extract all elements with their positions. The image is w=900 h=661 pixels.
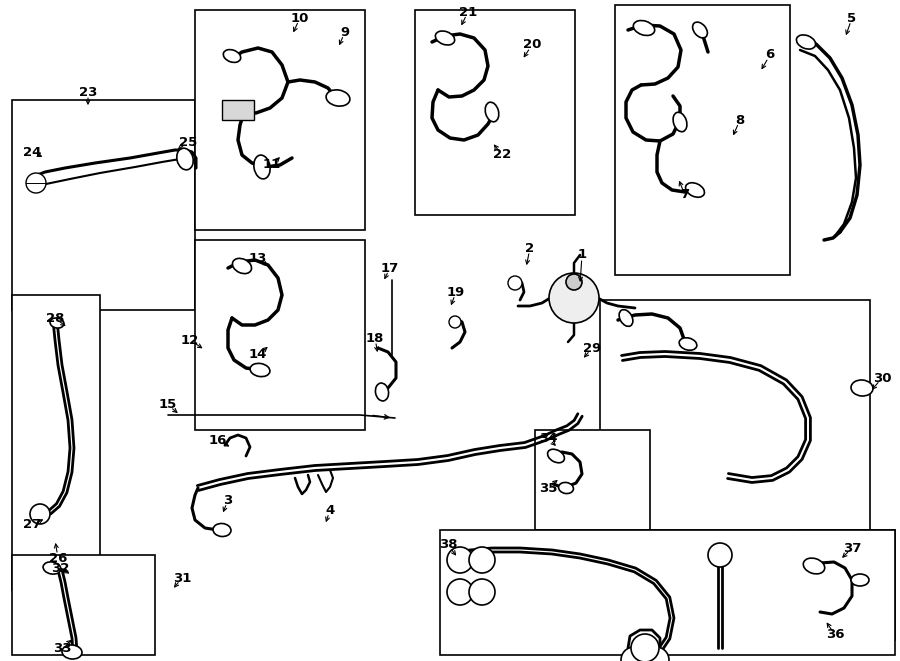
Text: 29: 29: [583, 342, 601, 354]
Bar: [12, 295, 100, 590]
Text: 19: 19: [447, 286, 465, 299]
Ellipse shape: [254, 155, 270, 179]
Ellipse shape: [375, 383, 389, 401]
Ellipse shape: [559, 483, 573, 494]
Text: 8: 8: [735, 114, 744, 126]
Ellipse shape: [213, 524, 231, 537]
Text: 13: 13: [248, 251, 267, 264]
Ellipse shape: [485, 102, 499, 122]
Circle shape: [447, 547, 473, 573]
Text: 6: 6: [765, 48, 775, 61]
Circle shape: [469, 579, 495, 605]
Bar: [195, 240, 365, 430]
Text: 31: 31: [173, 572, 191, 584]
Text: 5: 5: [848, 11, 857, 24]
Text: 36: 36: [826, 629, 844, 641]
Bar: [195, 10, 365, 230]
Text: 35: 35: [539, 481, 557, 494]
Ellipse shape: [680, 338, 697, 350]
Bar: [440, 530, 895, 655]
Text: 25: 25: [179, 136, 197, 149]
Text: 2: 2: [526, 241, 535, 254]
Text: 3: 3: [223, 494, 232, 506]
Circle shape: [566, 274, 582, 290]
Ellipse shape: [804, 558, 824, 574]
Ellipse shape: [232, 258, 251, 274]
Bar: [615, 5, 790, 275]
Text: 4: 4: [326, 504, 335, 516]
Circle shape: [449, 316, 461, 328]
Text: 10: 10: [291, 11, 310, 24]
Circle shape: [631, 634, 659, 661]
Circle shape: [508, 276, 522, 290]
Ellipse shape: [250, 364, 270, 377]
Bar: [535, 430, 650, 530]
Text: 16: 16: [209, 434, 227, 446]
Ellipse shape: [326, 90, 350, 106]
Circle shape: [643, 647, 669, 661]
Text: 23: 23: [79, 85, 97, 98]
Text: 24: 24: [22, 145, 41, 159]
Ellipse shape: [634, 20, 654, 36]
Ellipse shape: [693, 22, 707, 38]
Circle shape: [621, 647, 647, 661]
Text: 17: 17: [381, 262, 399, 274]
Ellipse shape: [851, 380, 873, 396]
Text: 12: 12: [181, 334, 199, 346]
Ellipse shape: [619, 309, 633, 327]
Bar: [12, 100, 195, 310]
Text: 33: 33: [53, 641, 71, 654]
Text: 14: 14: [248, 348, 267, 362]
Bar: [798, 530, 895, 640]
Circle shape: [447, 579, 473, 605]
Text: 28: 28: [46, 311, 64, 325]
Bar: [600, 300, 870, 530]
Text: 26: 26: [49, 551, 68, 564]
Ellipse shape: [436, 31, 454, 45]
Ellipse shape: [686, 182, 705, 197]
Text: 27: 27: [22, 518, 41, 531]
Text: 9: 9: [340, 26, 349, 38]
Text: 1: 1: [578, 249, 587, 262]
Circle shape: [549, 273, 599, 323]
Text: 21: 21: [459, 5, 477, 19]
Bar: [222, 100, 254, 120]
Ellipse shape: [547, 449, 564, 463]
Circle shape: [30, 504, 50, 524]
Ellipse shape: [50, 318, 64, 328]
Text: 18: 18: [365, 332, 384, 344]
Ellipse shape: [223, 50, 240, 62]
Text: 30: 30: [873, 371, 891, 385]
Text: 22: 22: [493, 149, 511, 161]
Text: 34: 34: [539, 432, 557, 444]
Text: 20: 20: [523, 38, 541, 52]
Ellipse shape: [851, 574, 869, 586]
Text: 38: 38: [439, 539, 457, 551]
Circle shape: [26, 173, 46, 193]
Ellipse shape: [673, 112, 687, 132]
Bar: [12, 555, 155, 655]
Text: 37: 37: [842, 541, 861, 555]
Ellipse shape: [62, 645, 82, 659]
Circle shape: [708, 543, 732, 567]
Text: 11: 11: [263, 159, 281, 171]
Ellipse shape: [796, 35, 815, 49]
Text: 32: 32: [50, 561, 69, 574]
Text: 7: 7: [680, 188, 689, 202]
Ellipse shape: [176, 148, 194, 170]
Ellipse shape: [43, 562, 61, 574]
Text: 15: 15: [159, 399, 177, 412]
Circle shape: [469, 547, 495, 573]
Bar: [415, 10, 575, 215]
